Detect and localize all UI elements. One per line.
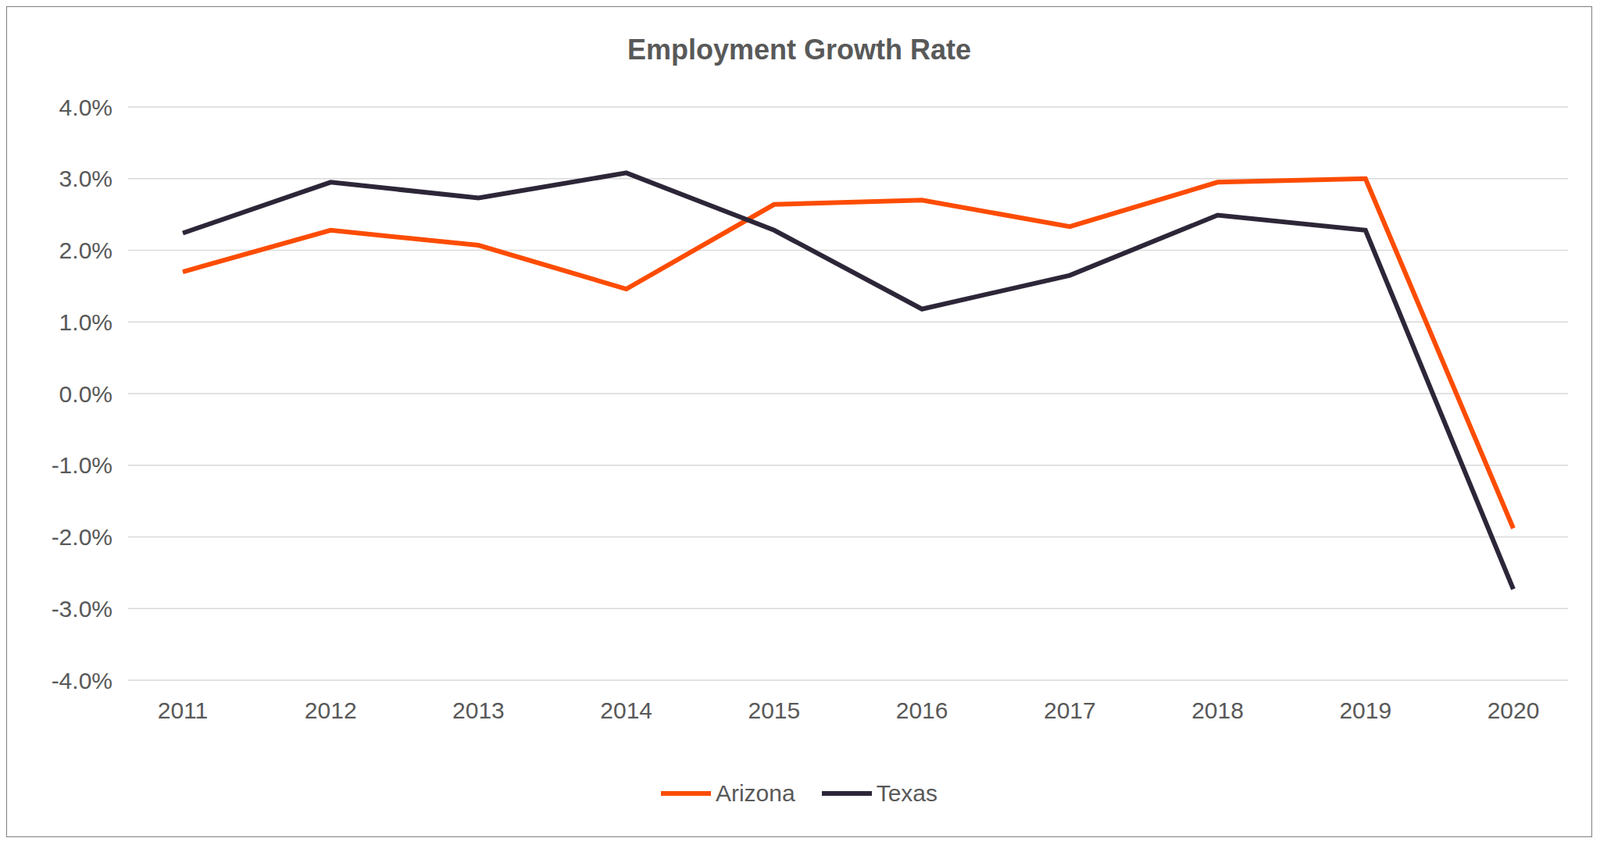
svg-text:2014: 2014 <box>600 697 653 724</box>
svg-text:2019: 2019 <box>1339 697 1392 724</box>
svg-text:2012: 2012 <box>304 697 358 724</box>
svg-text:2017: 2017 <box>1043 697 1097 724</box>
html-text:Employment Growth Rate: Employment Growth Rate <box>627 33 972 66</box>
svg-text:2011: 2011 <box>157 697 209 724</box>
svg-text:-2.0%: -2.0% <box>51 524 113 550</box>
svg-text:2013: 2013 <box>452 697 505 724</box>
svg-text:-4.0%: -4.0% <box>51 667 113 694</box>
svg-text:-1.0%: -1.0% <box>51 452 113 479</box>
svg-text:-3.0%: -3.0% <box>51 596 113 622</box>
svg-text:1.0%: 1.0% <box>59 309 113 336</box>
svg-text:2.0%: 2.0% <box>59 237 113 264</box>
svg-text:2020: 2020 <box>1487 697 1540 724</box>
svg-text:2015: 2015 <box>748 697 801 724</box>
svg-text:2018: 2018 <box>1191 697 1244 724</box>
svg-text:2016: 2016 <box>896 697 949 724</box>
html-text:Texas: Texas <box>876 780 938 807</box>
svg-text:3.0%: 3.0% <box>59 165 113 192</box>
svg-text:4.0%: 4.0% <box>59 94 113 121</box>
svg-text:0.0%: 0.0% <box>59 381 113 408</box>
html-text:Arizona: Arizona <box>715 780 796 807</box>
